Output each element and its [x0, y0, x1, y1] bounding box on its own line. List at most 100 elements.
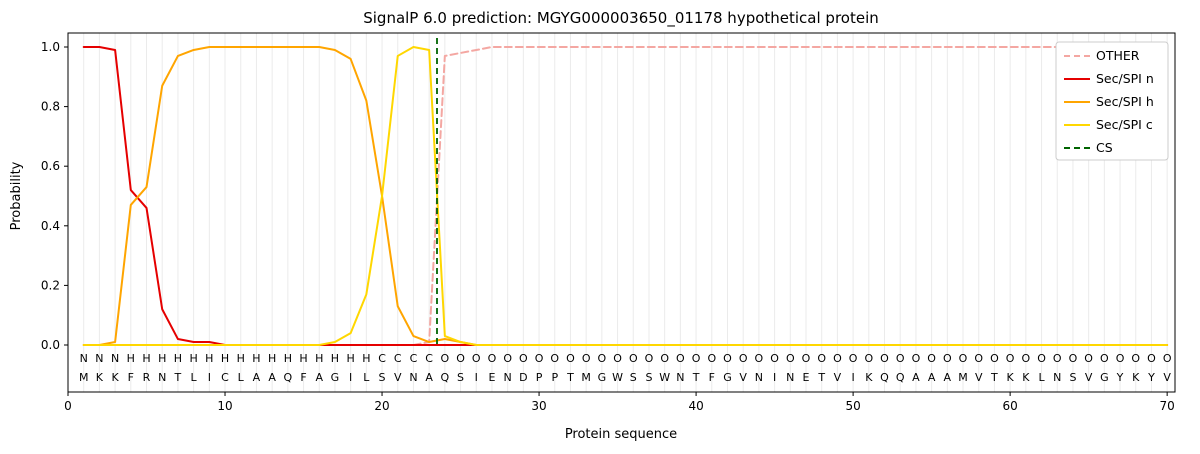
region-label: O [1084, 352, 1093, 365]
residue-letter: K [1022, 371, 1030, 384]
region-label: N [95, 352, 103, 365]
residue-letter: N [504, 371, 512, 384]
series-lines [82, 38, 1169, 346]
region-label: C [378, 352, 386, 365]
residue-letter: K [96, 371, 104, 384]
region-label: H [284, 352, 292, 365]
residue-letter: Y [1147, 371, 1155, 384]
residue-letter: E [803, 371, 810, 384]
y-axis-label: Probability [9, 161, 24, 230]
region-label: O [535, 352, 544, 365]
region-label: O [1069, 352, 1078, 365]
residue-letter: A [253, 371, 261, 384]
region-label: O [770, 352, 779, 365]
residue-letter: G [598, 371, 607, 384]
region-label: O [613, 352, 622, 365]
residue-letter: W [612, 371, 623, 384]
residue-letter: E [488, 371, 495, 384]
region-label: O [1006, 352, 1015, 365]
legend-item-label: OTHER [1096, 48, 1140, 63]
region-label: O [802, 352, 811, 365]
region-label: H [205, 352, 213, 365]
region-label: O [456, 352, 465, 365]
residue-letter: S [1069, 371, 1076, 384]
region-label: O [676, 352, 685, 365]
region-label: O [441, 352, 450, 365]
legend: OTHER Sec/SPI n Sec/SPI h Sec/SPI c CS [1055, 41, 1169, 161]
region-label: O [1100, 352, 1109, 365]
region-label: O [864, 352, 873, 365]
residue-letter: S [645, 371, 652, 384]
x-axis-label: Protein sequence [565, 427, 677, 442]
residue-letter: I [208, 371, 211, 384]
region-label: O [1163, 352, 1172, 365]
region-label: O [629, 352, 638, 365]
region-label: O [488, 352, 497, 365]
region-label: O [1053, 352, 1062, 365]
region-label: O [833, 352, 842, 365]
region-label: O [912, 352, 921, 365]
residue-letter: V [1085, 371, 1093, 384]
residue-letter: P [551, 371, 558, 384]
x-tick-label: 0 [64, 399, 72, 413]
region-label: O [927, 352, 936, 365]
residue-letter: A [315, 371, 323, 384]
residue-letter: L [363, 371, 370, 384]
residue-letter: Q [880, 371, 889, 384]
y-tick-label: 1.0 [41, 40, 60, 54]
region-label: O [1147, 352, 1156, 365]
residue-letter: T [692, 371, 700, 384]
residue-letter: F [128, 371, 134, 384]
region-label: O [519, 352, 528, 365]
residue-letter: G [331, 371, 340, 384]
region-label: O [739, 352, 748, 365]
x-tick-label: 50 [845, 399, 860, 413]
residue-letter: V [834, 371, 842, 384]
residue-letter: M [79, 371, 89, 384]
region-label: O [1131, 352, 1140, 365]
residue-letter: N [786, 371, 794, 384]
region-label: N [80, 352, 88, 365]
region-label: O [1021, 352, 1030, 365]
region-label: H [221, 352, 229, 365]
x-tick-label: 70 [1160, 399, 1175, 413]
legend-item-label: Sec/SPI n [1096, 71, 1154, 86]
residue-letter: K [1132, 371, 1140, 384]
residue-letter: W [659, 371, 670, 384]
chart-title: SignalP 6.0 prediction: MGYG000003650_01… [363, 9, 879, 28]
residue-letter: A [912, 371, 920, 384]
residue-letter: F [300, 371, 306, 384]
region-label: H [127, 352, 135, 365]
residue-letter: A [928, 371, 936, 384]
y-tick-label: 0.4 [41, 219, 60, 233]
residue-letter: V [394, 371, 402, 384]
region-label: O [974, 352, 983, 365]
y-tick-label: 0.0 [41, 338, 60, 352]
region-label: O [566, 352, 575, 365]
residue-letter: N [409, 371, 417, 384]
residue-letter: T [990, 371, 998, 384]
y-tick-label: 0.8 [41, 100, 60, 114]
residue-letter: F [709, 371, 715, 384]
residue-letter: N [676, 371, 684, 384]
region-label: H [237, 352, 245, 365]
region-label: O [472, 352, 481, 365]
region-label: O [849, 352, 858, 365]
residue-letter: S [630, 371, 637, 384]
region-label: O [755, 352, 764, 365]
residue-letter: R [143, 371, 151, 384]
region-label: H [331, 352, 339, 365]
residue-letter: G [1100, 371, 1109, 384]
region-label: H [174, 352, 182, 365]
residue-letter: A [944, 371, 952, 384]
residue-letter: Q [441, 371, 450, 384]
region-label: O [1116, 352, 1125, 365]
residue-letter: L [191, 371, 198, 384]
residue-letter: V [739, 371, 747, 384]
gridlines [83, 33, 1168, 392]
residue-letter: L [1038, 371, 1045, 384]
residue-letter: Y [1116, 371, 1124, 384]
residue-letter: I [475, 371, 478, 384]
residue-letter: G [723, 371, 732, 384]
residue-letter: N [755, 371, 763, 384]
